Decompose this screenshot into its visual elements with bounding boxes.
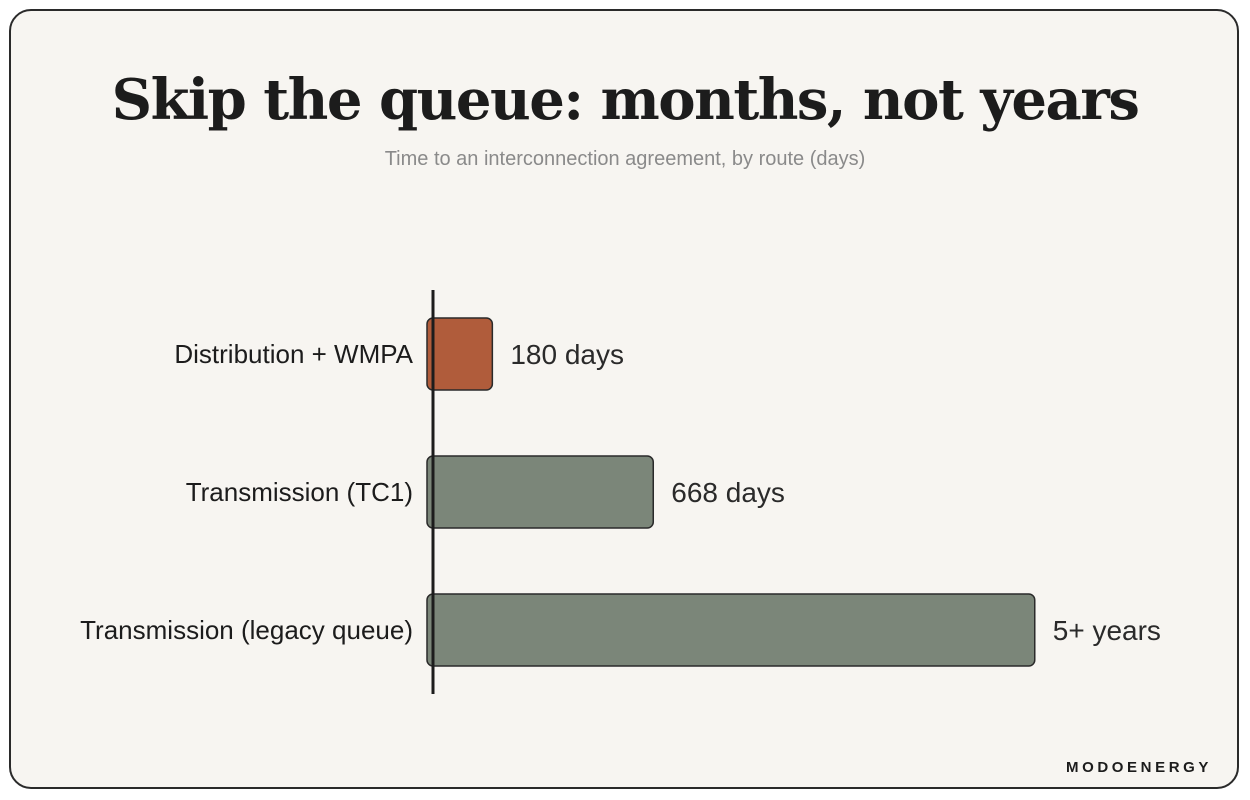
category-label-transmission-legacy-queue: Transmission (legacy queue) [80,615,413,645]
bar-distribution-wmpa [426,317,494,391]
data-label-transmission-tc1: 668 days [671,477,785,508]
bar-transmission-legacy-queue [426,593,1036,667]
chart-subtitle: Time to an interconnection agreement, by… [384,148,866,170]
bar-transmission-tc1 [426,455,655,529]
data-label-transmission-legacy-queue: 5+ years [1053,615,1161,646]
brand-logo: MODOENERGY [1065,759,1212,776]
category-label-transmission-tc1: Transmission (TC1) [186,477,413,507]
category-label-distribution-wmpa: Distribution + WMPA [174,339,413,369]
data-label-distribution-wmpa: 180 days [510,339,624,370]
chart-title: Skip the queue: months, not years [111,67,1140,133]
